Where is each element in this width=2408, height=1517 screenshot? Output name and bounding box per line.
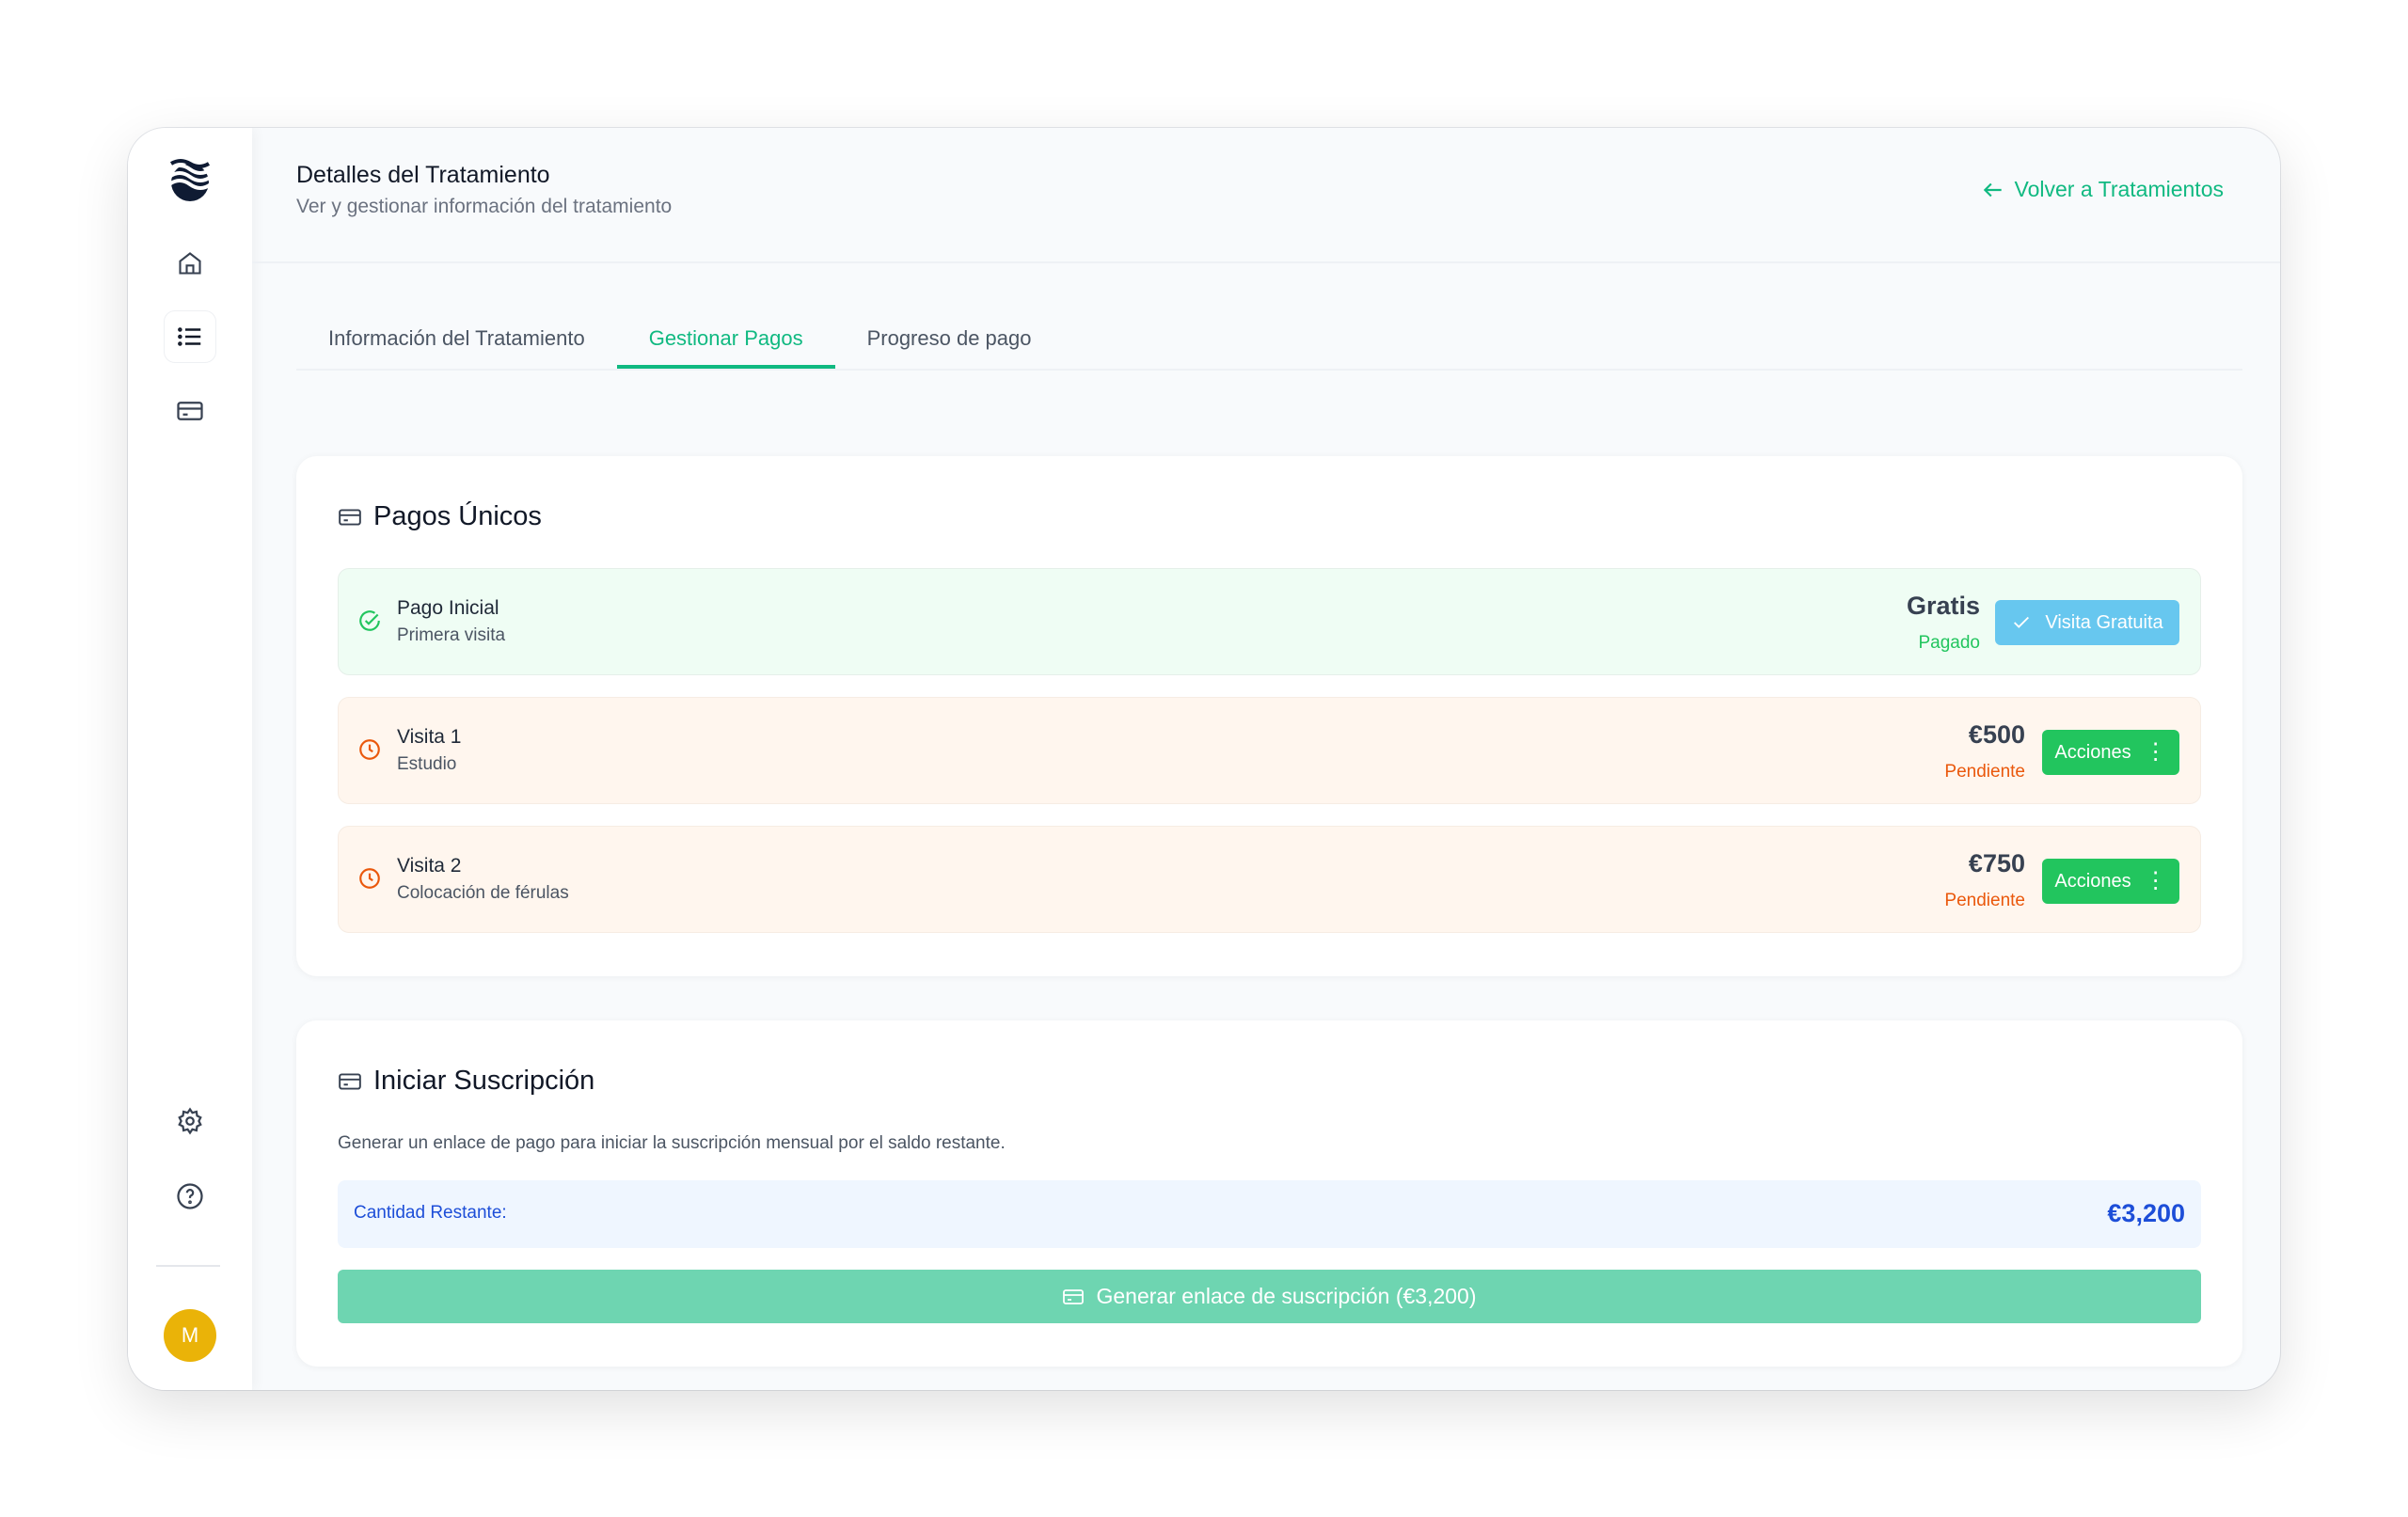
back-link[interactable]: Volver a Tratamientos bbox=[1981, 177, 2224, 202]
payment-status: Pendiente bbox=[1944, 762, 2025, 782]
credit-card-icon[interactable] bbox=[167, 388, 213, 434]
tab-payment-progress[interactable]: Progreso de pago bbox=[866, 326, 1032, 350]
card-title: Iniciar Suscripción bbox=[338, 1066, 594, 1097]
payment-amount: €750 bbox=[1968, 849, 2025, 877]
payment-desc: Colocación de férulas bbox=[397, 883, 569, 903]
credit-card-icon bbox=[339, 1072, 361, 1090]
generate-subscription-link-button[interactable]: Generar enlace de suscripción (€3,200) bbox=[338, 1270, 2201, 1323]
button-label: Acciones bbox=[2054, 741, 2131, 763]
credit-card-icon bbox=[339, 508, 361, 526]
tab-bar: Información del Tratamiento Gestionar Pa… bbox=[296, 308, 2242, 371]
more-vertical-icon: ⋮ bbox=[2144, 868, 2167, 893]
remaining-value: €3,200 bbox=[2107, 1199, 2185, 1227]
home-icon[interactable] bbox=[167, 241, 213, 286]
one-time-payments-card: Pagos Únicos Pago Inicial Primera visita… bbox=[296, 456, 2242, 976]
sidebar-divider bbox=[156, 1265, 220, 1267]
card-title-text: Pagos Únicos bbox=[373, 501, 542, 531]
gear-icon[interactable] bbox=[167, 1098, 213, 1144]
arrow-left-icon bbox=[1983, 182, 2002, 197]
button-label: Generar enlace de suscripción (€3,200) bbox=[1096, 1284, 1477, 1308]
payment-desc: Estudio bbox=[397, 754, 457, 774]
button-label: Visita Gratuita bbox=[2045, 611, 2163, 633]
page-title: Detalles del Tratamiento bbox=[296, 162, 550, 188]
payment-amount: €500 bbox=[1968, 720, 2025, 749]
card-title-text: Iniciar Suscripción bbox=[373, 1066, 595, 1096]
avatar[interactable]: M bbox=[164, 1309, 216, 1362]
check-icon bbox=[2014, 616, 2030, 628]
remaining-amount-box: Cantidad Restante: €3,200 bbox=[338, 1180, 2201, 1248]
payment-status: Pagado bbox=[1918, 633, 1980, 653]
page-subtitle: Ver y gestionar información del tratamie… bbox=[296, 196, 673, 217]
payment-name: Visita 1 bbox=[397, 726, 462, 748]
tab-manage-payments[interactable]: Gestionar Pagos bbox=[616, 308, 835, 369]
payment-status: Pendiente bbox=[1944, 891, 2025, 910]
payment-amount: Gratis bbox=[1906, 592, 1980, 620]
payment-name: Pago Inicial bbox=[397, 597, 499, 619]
payment-row: Pago Inicial Primera visita Gratis Pagad… bbox=[338, 568, 2201, 675]
page-header: Detalles del Tratamiento Ver y gestionar… bbox=[252, 128, 2280, 263]
subscription-description: Generar un enlace de pago para iniciar l… bbox=[338, 1133, 1006, 1153]
payment-row: Visita 2 Colocación de férulas €750 Pend… bbox=[338, 826, 2201, 933]
help-icon[interactable] bbox=[167, 1174, 213, 1219]
actions-button[interactable]: Acciones ⋮ bbox=[2042, 859, 2179, 904]
payment-row: Visita 1 Estudio €500 Pendiente Acciones… bbox=[338, 697, 2201, 804]
clock-icon bbox=[359, 868, 380, 889]
remaining-label: Cantidad Restante: bbox=[354, 1203, 507, 1223]
clock-icon bbox=[359, 739, 380, 760]
list-icon[interactable] bbox=[164, 310, 216, 363]
button-label: Acciones bbox=[2054, 870, 2131, 892]
credit-card-icon bbox=[1063, 1288, 1085, 1304]
logo-icon[interactable] bbox=[167, 158, 213, 203]
subscription-card: Iniciar Suscripción Generar un enlace de… bbox=[296, 1020, 2242, 1367]
check-circle-icon bbox=[359, 610, 380, 631]
app-window: M Detalles del Tratamiento Ver y gestion… bbox=[128, 128, 2280, 1390]
payment-desc: Primera visita bbox=[397, 625, 506, 645]
tab-treatment-info[interactable]: Información del Tratamiento bbox=[328, 326, 585, 350]
actions-button[interactable]: Acciones ⋮ bbox=[2042, 730, 2179, 775]
card-title: Pagos Únicos bbox=[338, 501, 542, 532]
free-visit-button[interactable]: Visita Gratuita bbox=[1995, 600, 2179, 645]
payment-name: Visita 2 bbox=[397, 855, 462, 877]
more-vertical-icon: ⋮ bbox=[2144, 739, 2167, 765]
back-link-label: Volver a Tratamientos bbox=[2014, 177, 2224, 201]
sidebar: M bbox=[128, 128, 252, 1390]
main-content: Detalles del Tratamiento Ver y gestionar… bbox=[252, 128, 2280, 1390]
